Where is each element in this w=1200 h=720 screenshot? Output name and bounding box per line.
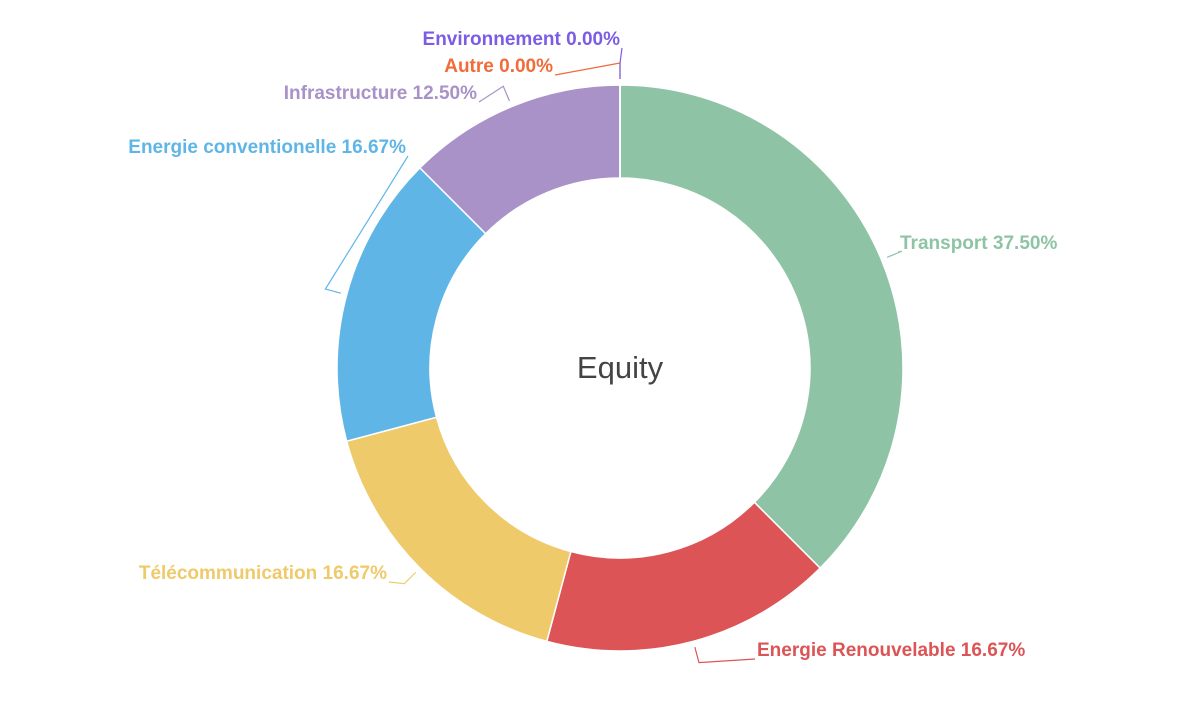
slice-name: Autre	[444, 56, 494, 77]
slice-label: Télécommunication 16.67%	[139, 563, 387, 584]
slice-value: 0.00%	[499, 56, 553, 77]
leader-line	[694, 646, 756, 664]
leader-line	[478, 85, 510, 103]
slice-value: 0.00%	[566, 29, 620, 50]
slice-value: 16.67%	[342, 137, 407, 158]
slice-value: 37.50%	[993, 233, 1058, 254]
slice-name: Infrastructure	[284, 83, 408, 104]
slice-label: Energie Renouvelable 16.67%	[757, 640, 1025, 661]
leader-line	[886, 250, 902, 258]
slice-label: Environnement 0.00%	[423, 29, 621, 50]
slice-name: Télécommunication	[139, 563, 317, 584]
slice-value: 16.67%	[961, 640, 1026, 661]
slice-value: 16.67%	[323, 563, 388, 584]
leader-line	[388, 571, 417, 585]
donut-slice	[619, 84, 904, 570]
slice-name: Energie Renouvelable	[757, 640, 956, 661]
slice-name: Transport	[900, 233, 988, 254]
leader-line	[554, 62, 621, 79]
slice-label: Autre 0.00%	[444, 56, 553, 77]
donut-slice	[345, 416, 572, 643]
slice-name: Energie conventionelle	[128, 137, 336, 158]
slice-value: 12.50%	[413, 83, 478, 104]
center-label: Equity	[577, 350, 664, 385]
slice-label: Infrastructure 12.50%	[284, 83, 477, 104]
slice-label: Transport 37.50%	[900, 233, 1057, 254]
leader-line	[324, 155, 409, 294]
slice-label: Energie conventionelle 16.67%	[128, 137, 406, 158]
slice-name: Environnement	[423, 29, 562, 50]
leader-line	[619, 47, 623, 79]
